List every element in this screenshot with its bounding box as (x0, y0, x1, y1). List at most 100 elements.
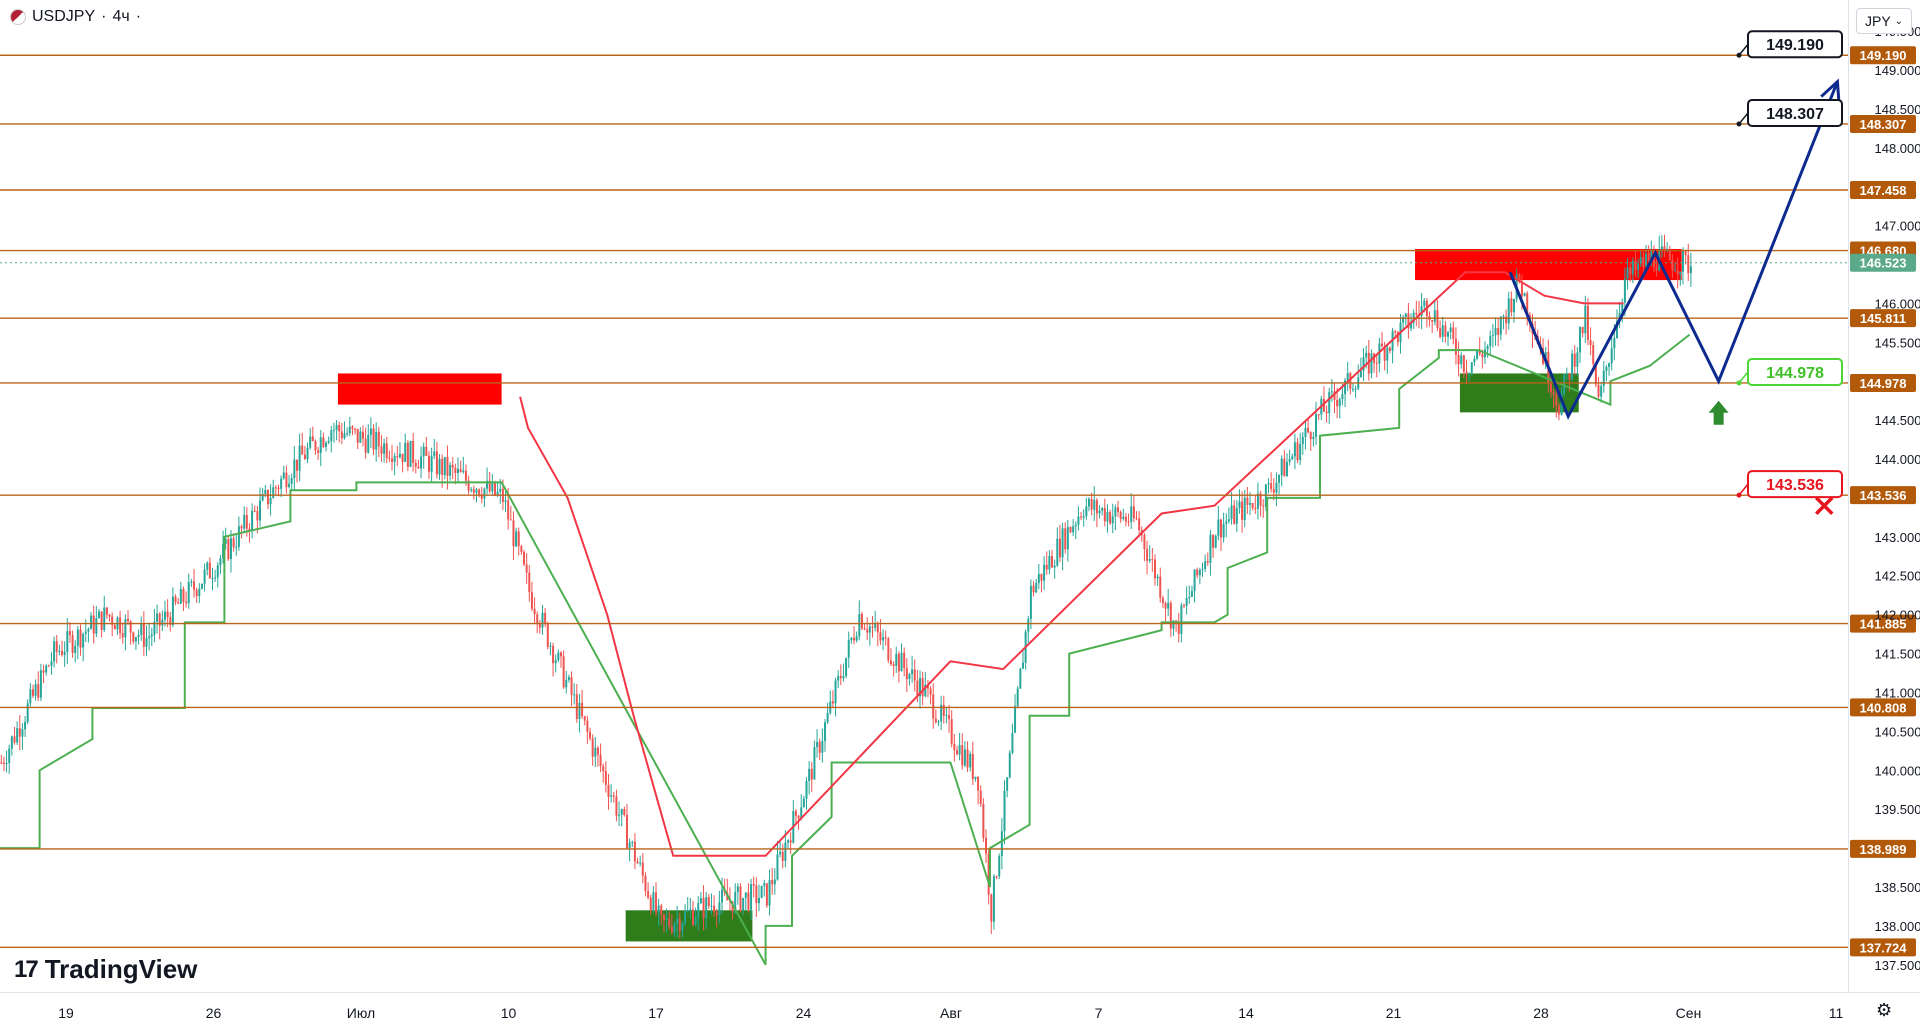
candle-body (129, 621, 132, 633)
candle-body (1000, 831, 1003, 857)
candle (1571, 349, 1574, 382)
candle-body (567, 677, 570, 680)
candle-body (1502, 316, 1505, 318)
candle-body (1175, 620, 1178, 622)
candle-body (985, 837, 988, 854)
candle (16, 721, 19, 745)
candle-body (705, 897, 708, 919)
candle-body (863, 628, 866, 630)
candle-body (232, 538, 235, 548)
candle-body (837, 675, 840, 681)
candle (596, 745, 599, 767)
candle-body (657, 905, 660, 913)
candle (575, 684, 578, 723)
candle-body (937, 721, 940, 723)
candle (971, 741, 974, 785)
candle (1602, 361, 1605, 393)
candle (504, 487, 507, 512)
candle-body (290, 478, 293, 484)
candle-body (1563, 374, 1566, 394)
candle (1491, 323, 1494, 348)
candle-body (517, 531, 520, 547)
candle-body (1111, 516, 1114, 524)
candle (636, 857, 639, 864)
candle-body (750, 884, 753, 910)
candle-body (908, 674, 911, 680)
candle (391, 444, 394, 471)
candle (509, 505, 512, 521)
candle (1011, 723, 1014, 755)
candle-body (1383, 346, 1386, 361)
candle (1375, 354, 1378, 378)
candle (948, 704, 951, 733)
candle-body (105, 607, 108, 615)
candle-body (610, 795, 613, 797)
candle-body (206, 562, 209, 570)
candle-body (1565, 373, 1568, 375)
candle-body (343, 433, 346, 439)
candle-body (919, 678, 922, 697)
candle (897, 651, 900, 683)
candle (34, 679, 37, 701)
candle-body (219, 558, 222, 566)
candle (462, 456, 465, 474)
candle-body (1523, 293, 1526, 297)
candle (454, 463, 457, 485)
candle-body (1552, 392, 1555, 395)
candle (1008, 750, 1011, 779)
candle (348, 416, 351, 437)
candle (1246, 486, 1249, 514)
candle-body (53, 641, 56, 662)
time-axis-tick: 14 (1238, 1005, 1254, 1021)
currency-selector[interactable]: JPY ⌄ (1856, 8, 1912, 34)
candle-body (1307, 427, 1310, 433)
symbol-header[interactable]: USDJPY · 4ч · (10, 8, 141, 26)
candle (615, 789, 618, 822)
level-price-tag (1850, 938, 1916, 957)
candle-body (251, 510, 254, 532)
candle-body (644, 875, 647, 892)
candle-body (288, 483, 291, 488)
candle (903, 647, 906, 677)
candle (1000, 818, 1003, 870)
time-axis-tick: 24 (796, 1005, 812, 1021)
settings-gear-icon[interactable]: ⚙ (1876, 1000, 1893, 1020)
candle (443, 457, 446, 480)
candle-body (969, 753, 972, 768)
candle (417, 459, 420, 469)
candle-body (874, 624, 877, 628)
candle (1668, 246, 1671, 261)
candle-body (660, 905, 663, 915)
candle (1307, 419, 1310, 434)
candle (1241, 491, 1244, 533)
candle (63, 641, 66, 667)
candle (187, 573, 190, 609)
candle-body (359, 431, 362, 443)
candle-body (668, 918, 671, 927)
candle (681, 921, 684, 938)
candle (808, 760, 811, 795)
candle (1457, 341, 1460, 377)
candle-body (1452, 327, 1455, 339)
level-price-text: 144.978 (1860, 376, 1907, 391)
candle-body (208, 562, 211, 579)
candle (433, 438, 436, 460)
trailing-stops-layer (0, 271, 1691, 966)
candle-body (1689, 266, 1692, 274)
candle-body (235, 546, 238, 548)
level-price-tag (1850, 309, 1916, 328)
candle (1177, 612, 1180, 643)
candle (1114, 504, 1117, 531)
candle (1333, 383, 1336, 414)
candle-body (1122, 516, 1125, 519)
candle-body (771, 880, 774, 885)
candle (567, 674, 570, 683)
tradingview-logo[interactable]: 17 TradingView (14, 954, 197, 985)
candle-body (1621, 302, 1624, 313)
candle-body (789, 840, 792, 843)
candle (1441, 316, 1444, 343)
candle-body (1584, 305, 1587, 334)
candle-body (1103, 508, 1106, 522)
candle-body (185, 601, 188, 604)
